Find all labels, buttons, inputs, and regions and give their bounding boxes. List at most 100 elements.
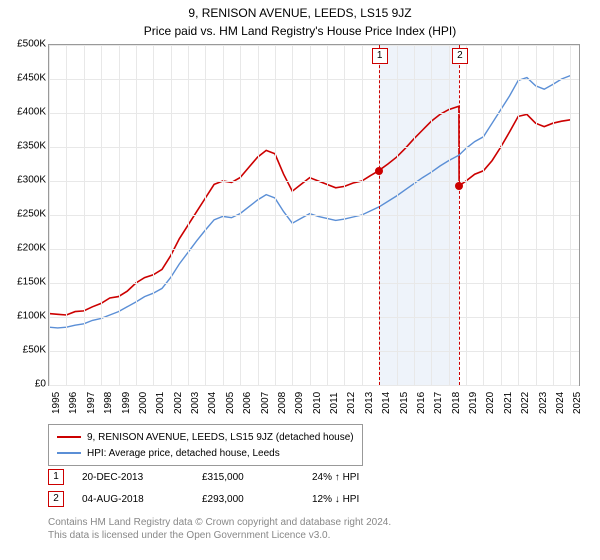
gridline-horizontal — [49, 215, 579, 216]
y-axis-tick-label: £150K — [6, 277, 46, 288]
y-axis-tick-label: £500K — [6, 39, 46, 50]
x-axis-tick-label: 2023 — [538, 392, 549, 414]
x-axis-tick-label: 1999 — [121, 392, 132, 414]
x-axis-tick-label: 1998 — [103, 392, 114, 414]
event-point — [375, 167, 383, 175]
gridline-vertical — [518, 45, 519, 385]
gridline-horizontal — [49, 181, 579, 182]
sale-date: 04-AUG-2018 — [82, 494, 202, 505]
footer-attribution: Contains HM Land Registry data © Crown c… — [48, 516, 391, 542]
sale-diff: 24% ↑ HPI — [312, 472, 432, 483]
x-axis-tick-label: 2005 — [225, 392, 236, 414]
x-axis-tick-label: 2019 — [468, 392, 479, 414]
gridline-horizontal — [49, 45, 579, 46]
chart-title-line2: Price paid vs. HM Land Registry's House … — [0, 20, 600, 38]
y-axis-tick-label: £200K — [6, 243, 46, 254]
y-axis-tick-label: £100K — [6, 311, 46, 322]
y-axis-tick-label: £400K — [6, 107, 46, 118]
gridline-vertical — [119, 45, 120, 385]
x-axis-tick-label: 2011 — [329, 392, 340, 414]
event-vline — [459, 45, 460, 385]
legend-label: 9, RENISON AVENUE, LEEDS, LS15 9JZ (deta… — [87, 432, 354, 443]
gridline-vertical — [362, 45, 363, 385]
chart-title-line1: 9, RENISON AVENUE, LEEDS, LS15 9JZ — [0, 0, 600, 20]
chart-plot-area: 12 — [48, 44, 580, 386]
gridline-vertical — [483, 45, 484, 385]
event-marker-box: 1 — [372, 48, 388, 64]
gridline-vertical — [553, 45, 554, 385]
gridline-vertical — [466, 45, 467, 385]
sale-marker-box: 1 — [48, 469, 64, 485]
y-axis-tick-label: £350K — [6, 141, 46, 152]
legend-swatch — [57, 452, 81, 454]
x-axis-tick-label: 2017 — [433, 392, 444, 414]
x-axis-tick-label: 2004 — [207, 392, 218, 414]
x-axis-tick-label: 2007 — [260, 392, 271, 414]
gridline-vertical — [397, 45, 398, 385]
gridline-horizontal — [49, 283, 579, 284]
gridline-vertical — [240, 45, 241, 385]
x-axis-tick-label: 2008 — [277, 392, 288, 414]
sales-row: 1 20-DEC-2013 £315,000 24% ↑ HPI — [48, 466, 432, 488]
gridline-horizontal — [49, 113, 579, 114]
gridline-vertical — [275, 45, 276, 385]
x-axis-tick-label: 2012 — [346, 392, 357, 414]
gridline-vertical — [570, 45, 571, 385]
sale-marker: 1 — [48, 469, 82, 485]
gridline-vertical — [101, 45, 102, 385]
gridline-horizontal — [49, 317, 579, 318]
gridline-horizontal — [49, 79, 579, 80]
y-axis-tick-label: £450K — [6, 73, 46, 84]
x-axis-tick-label: 2021 — [503, 392, 514, 414]
gridline-vertical — [327, 45, 328, 385]
x-axis-tick-label: 2020 — [485, 392, 496, 414]
gridline-vertical — [84, 45, 85, 385]
x-axis-tick-label: 2013 — [364, 392, 375, 414]
x-axis-tick-label: 2015 — [399, 392, 410, 414]
footer-line1: Contains HM Land Registry data © Crown c… — [48, 516, 391, 529]
event-vline — [379, 45, 380, 385]
gridline-vertical — [66, 45, 67, 385]
gridline-vertical — [310, 45, 311, 385]
x-axis-tick-label: 2022 — [520, 392, 531, 414]
x-axis-tick-label: 2010 — [312, 392, 323, 414]
gridline-vertical — [501, 45, 502, 385]
x-axis-tick-label: 2006 — [242, 392, 253, 414]
gridline-vertical — [49, 45, 50, 385]
x-axis-tick-label: 1996 — [68, 392, 79, 414]
legend-label: HPI: Average price, detached house, Leed… — [87, 448, 280, 459]
x-axis-tick-label: 2025 — [572, 392, 583, 414]
footer-line2: This data is licensed under the Open Gov… — [48, 529, 391, 542]
gridline-vertical — [171, 45, 172, 385]
sale-marker-box: 2 — [48, 491, 64, 507]
y-axis-tick-label: £50K — [6, 345, 46, 356]
gridline-vertical — [536, 45, 537, 385]
sales-table: 1 20-DEC-2013 £315,000 24% ↑ HPI 2 04-AU… — [48, 466, 432, 510]
gridline-vertical — [344, 45, 345, 385]
legend-item: HPI: Average price, detached house, Leed… — [57, 445, 354, 461]
sale-diff: 12% ↓ HPI — [312, 494, 432, 505]
sale-marker: 2 — [48, 491, 82, 507]
sales-row: 2 04-AUG-2018 £293,000 12% ↓ HPI — [48, 488, 432, 510]
gridline-vertical — [223, 45, 224, 385]
x-axis-tick-label: 2016 — [416, 392, 427, 414]
legend-item: 9, RENISON AVENUE, LEEDS, LS15 9JZ (deta… — [57, 429, 354, 445]
gridline-vertical — [449, 45, 450, 385]
x-axis-tick-label: 2002 — [173, 392, 184, 414]
gridline-horizontal — [49, 351, 579, 352]
y-axis-tick-label: £0 — [6, 379, 46, 390]
gridline-vertical — [431, 45, 432, 385]
gridline-vertical — [205, 45, 206, 385]
event-point — [455, 182, 463, 190]
gridline-vertical — [292, 45, 293, 385]
x-axis-tick-label: 2000 — [138, 392, 149, 414]
x-axis-tick-label: 1997 — [86, 392, 97, 414]
y-axis-tick-label: £250K — [6, 209, 46, 220]
gridline-vertical — [136, 45, 137, 385]
gridline-horizontal — [49, 385, 579, 386]
x-axis-tick-label: 2018 — [451, 392, 462, 414]
gridline-horizontal — [49, 249, 579, 250]
legend-swatch — [57, 436, 81, 438]
x-axis-tick-label: 1995 — [51, 392, 62, 414]
gridline-vertical — [188, 45, 189, 385]
